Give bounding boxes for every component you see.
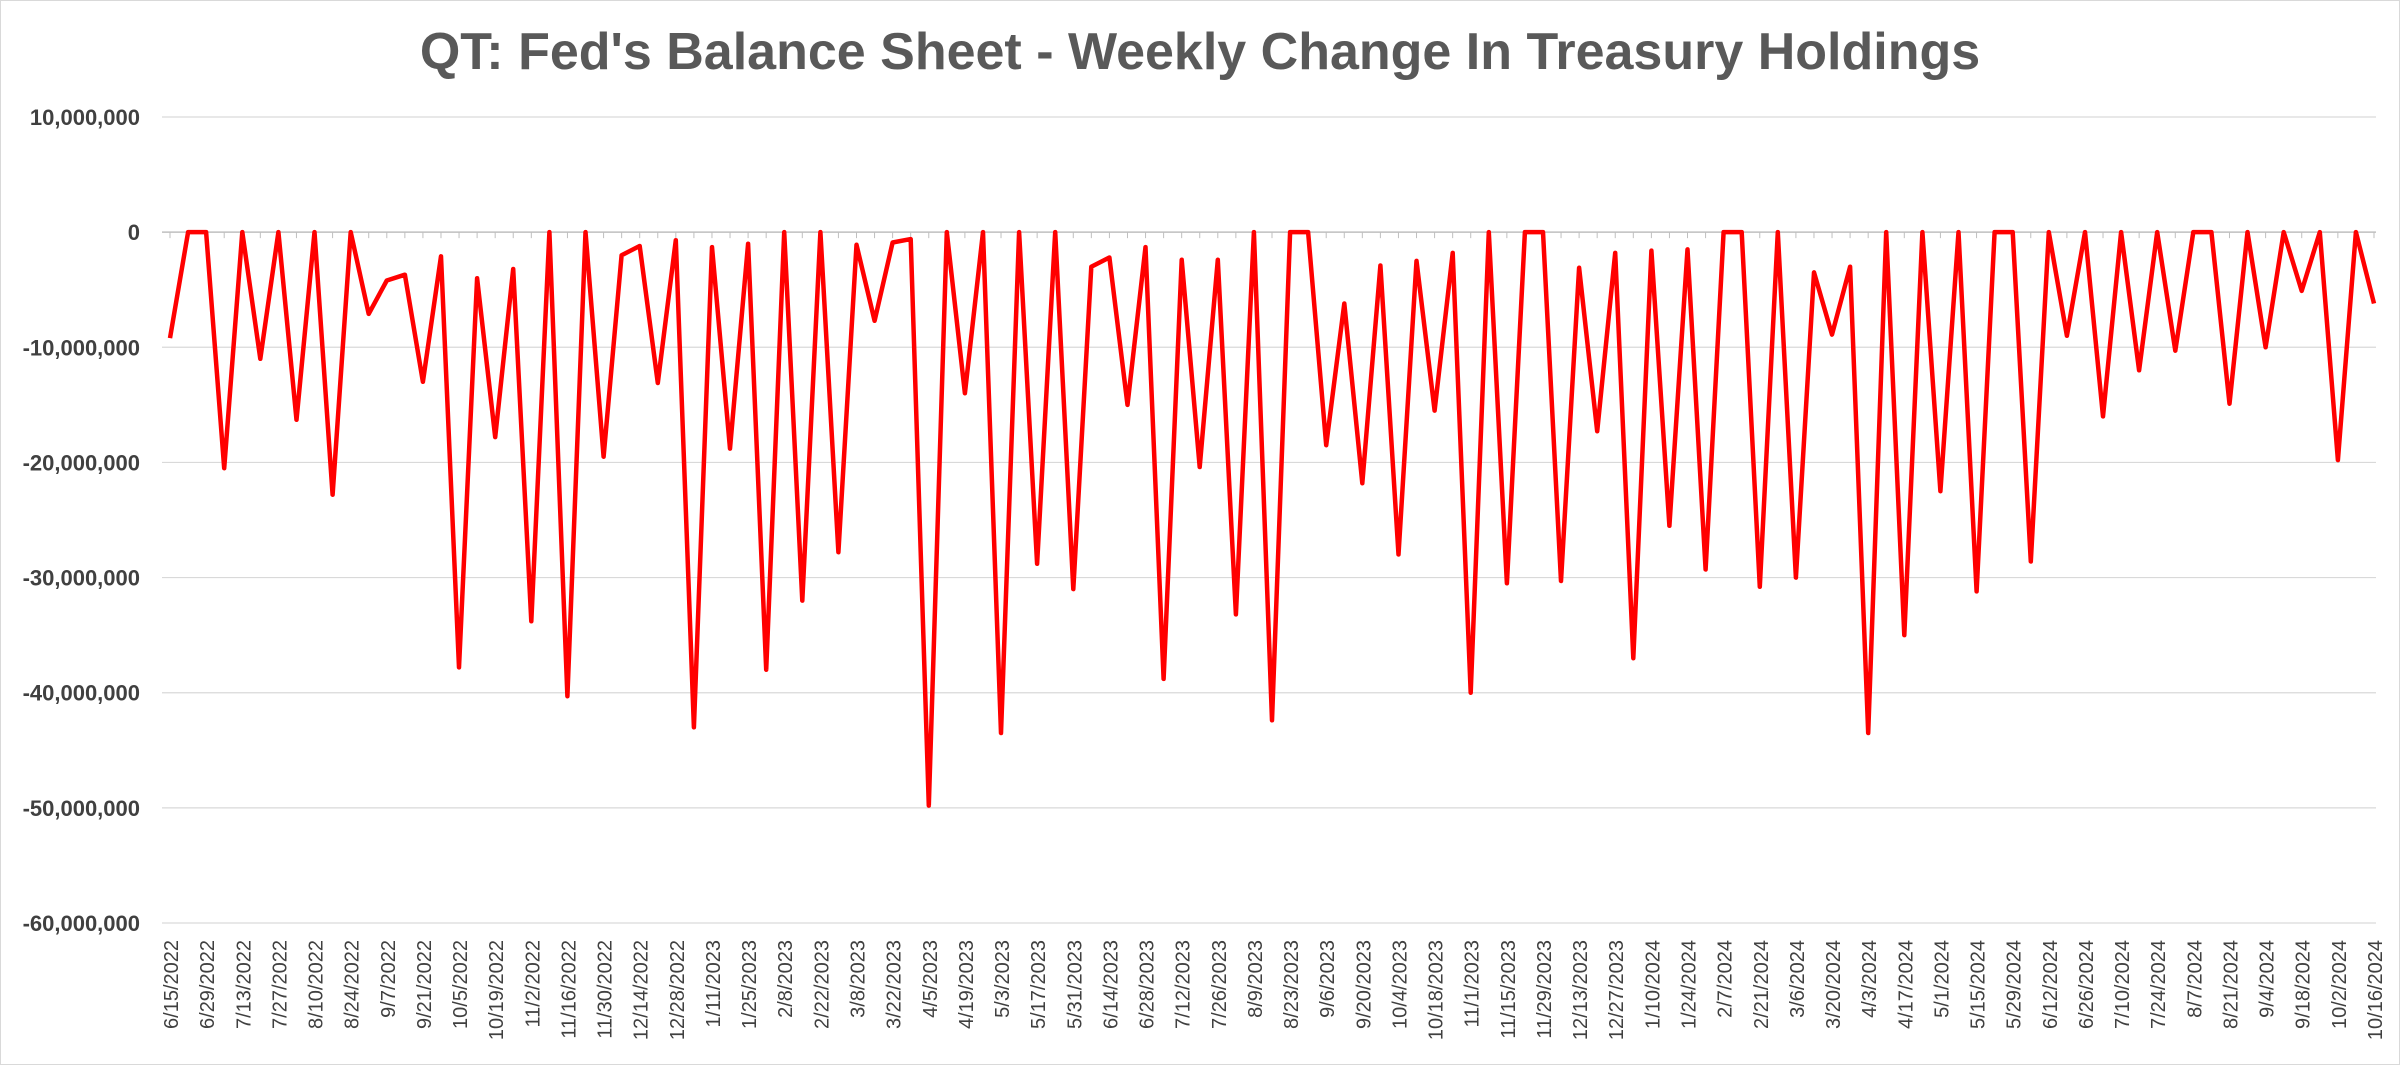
x-tick-label: 7/27/2022 bbox=[269, 940, 291, 1029]
x-tick-label: 7/10/2024 bbox=[2112, 940, 2134, 1029]
x-axis bbox=[169, 232, 2375, 239]
x-tick-label: 1/24/2024 bbox=[1679, 940, 1701, 1029]
y-tick-label: 0 bbox=[128, 220, 140, 245]
x-tick-label: 10/4/2023 bbox=[1389, 940, 1411, 1029]
x-tick-label: 5/3/2023 bbox=[992, 940, 1014, 1018]
x-tick-label: 11/29/2023 bbox=[1534, 940, 1556, 1039]
y-tick-label: -20,000,000 bbox=[23, 450, 140, 475]
x-tick-label: 11/15/2023 bbox=[1498, 940, 1520, 1039]
x-tick-label: 3/20/2024 bbox=[1823, 940, 1845, 1029]
x-tick-label: 9/21/2022 bbox=[414, 940, 436, 1029]
x-tick-label: 8/24/2022 bbox=[342, 940, 364, 1029]
x-tick-label: 4/3/2024 bbox=[1859, 940, 1881, 1018]
x-tick-label: 8/7/2024 bbox=[2184, 940, 2206, 1018]
x-tick-label: 7/26/2023 bbox=[1209, 940, 1231, 1029]
x-tick-label: 6/15/2022 bbox=[161, 940, 183, 1029]
y-axis-tick-labels: 10,000,000 0 -10,000,000 -20,000,000 -30,000… bbox=[23, 105, 140, 936]
chart-title: QT: Fed's Balance Sheet - Weekly Change … bbox=[419, 23, 1981, 81]
x-tick-label: 9/7/2022 bbox=[378, 940, 400, 1018]
x-tick-label: 9/6/2023 bbox=[1317, 940, 1339, 1018]
y-tick-label: -60,000,000 bbox=[23, 911, 140, 936]
x-tick-label: 4/17/2024 bbox=[1895, 940, 1917, 1029]
x-tick-label: 8/21/2024 bbox=[2220, 940, 2242, 1029]
x-tick-label: 4/19/2023 bbox=[956, 940, 978, 1029]
y-tick-label: -50,000,000 bbox=[23, 796, 140, 821]
x-tick-label: 2/22/2023 bbox=[811, 940, 833, 1029]
x-tick-label: 11/30/2022 bbox=[595, 940, 617, 1039]
x-tick-label: 1/25/2023 bbox=[739, 940, 761, 1029]
y-tick-label: -10,000,000 bbox=[23, 335, 140, 360]
x-tick-label: 6/12/2024 bbox=[2040, 940, 2062, 1029]
x-tick-label: 8/9/2023 bbox=[1245, 940, 1267, 1018]
x-tick-label: 11/1/2023 bbox=[1462, 940, 1484, 1028]
x-tick-label: 3/6/2024 bbox=[1787, 940, 1809, 1018]
x-tick-label: 8/10/2022 bbox=[306, 940, 328, 1029]
x-tick-label: 9/20/2023 bbox=[1353, 940, 1375, 1029]
x-tick-label: 11/16/2022 bbox=[558, 940, 580, 1039]
x-tick-label: 7/12/2023 bbox=[1173, 940, 1195, 1029]
x-tick-label: 6/26/2024 bbox=[2076, 940, 2098, 1029]
x-tick-label: 2/21/2024 bbox=[1751, 940, 1773, 1029]
x-tick-label: 1/11/2023 bbox=[703, 940, 725, 1028]
series-line bbox=[167, 229, 2377, 808]
x-tick-label: 6/14/2023 bbox=[1100, 940, 1122, 1029]
x-tick-label: 10/18/2023 bbox=[1426, 940, 1448, 1040]
x-tick-label: 5/17/2023 bbox=[1028, 940, 1050, 1029]
x-tick-label: 4/5/2023 bbox=[920, 940, 942, 1018]
series-layer bbox=[167, 229, 2377, 808]
x-tick-label: 6/29/2022 bbox=[197, 940, 219, 1029]
x-axis-tick-labels: 6/15/2022 6/29/2022 7/13/2022 7/27/2022 8/10… bbox=[161, 940, 2387, 1040]
y-tick-label: 10,000,000 bbox=[30, 105, 140, 130]
x-tick-label: 7/13/2022 bbox=[233, 940, 255, 1029]
x-tick-label: 10/2/2024 bbox=[2329, 940, 2351, 1029]
x-tick-label: 10/5/2022 bbox=[450, 940, 472, 1029]
x-tick-label: 2/7/2024 bbox=[1715, 940, 1737, 1018]
x-tick-label: 11/2/2022 bbox=[522, 940, 544, 1028]
x-tick-label: 5/1/2024 bbox=[1931, 940, 1953, 1018]
x-tick-label: 10/19/2022 bbox=[486, 940, 508, 1040]
x-tick-label: 3/8/2023 bbox=[847, 940, 869, 1018]
gridlines bbox=[162, 116, 2376, 924]
x-tick-label: 9/18/2024 bbox=[2293, 940, 2315, 1029]
x-tick-label: 12/13/2023 bbox=[1570, 940, 1592, 1040]
x-tick-label: 6/28/2023 bbox=[1137, 940, 1159, 1029]
x-tick-label: 8/23/2023 bbox=[1281, 940, 1303, 1029]
x-tick-label: 7/24/2024 bbox=[2148, 940, 2170, 1029]
x-tick-label: 10/16/2024 bbox=[2365, 940, 2387, 1040]
y-tick-label: -30,000,000 bbox=[23, 566, 140, 591]
x-tick-label: 1/10/2024 bbox=[1642, 940, 1664, 1029]
x-tick-label: 5/29/2024 bbox=[2004, 940, 2026, 1029]
y-tick-label: -40,000,000 bbox=[23, 681, 140, 706]
x-tick-label: 12/28/2022 bbox=[667, 940, 689, 1040]
x-tick-label: 2/8/2023 bbox=[775, 940, 797, 1018]
x-tick-label: 5/15/2024 bbox=[1968, 940, 1990, 1029]
x-tick-label: 9/4/2024 bbox=[2257, 940, 2279, 1018]
x-tick-label: 12/27/2023 bbox=[1606, 940, 1628, 1040]
x-tick-label: 12/14/2022 bbox=[631, 940, 653, 1040]
x-tick-label: 5/31/2023 bbox=[1064, 940, 1086, 1029]
x-tick-label: 3/22/2023 bbox=[884, 940, 906, 1029]
